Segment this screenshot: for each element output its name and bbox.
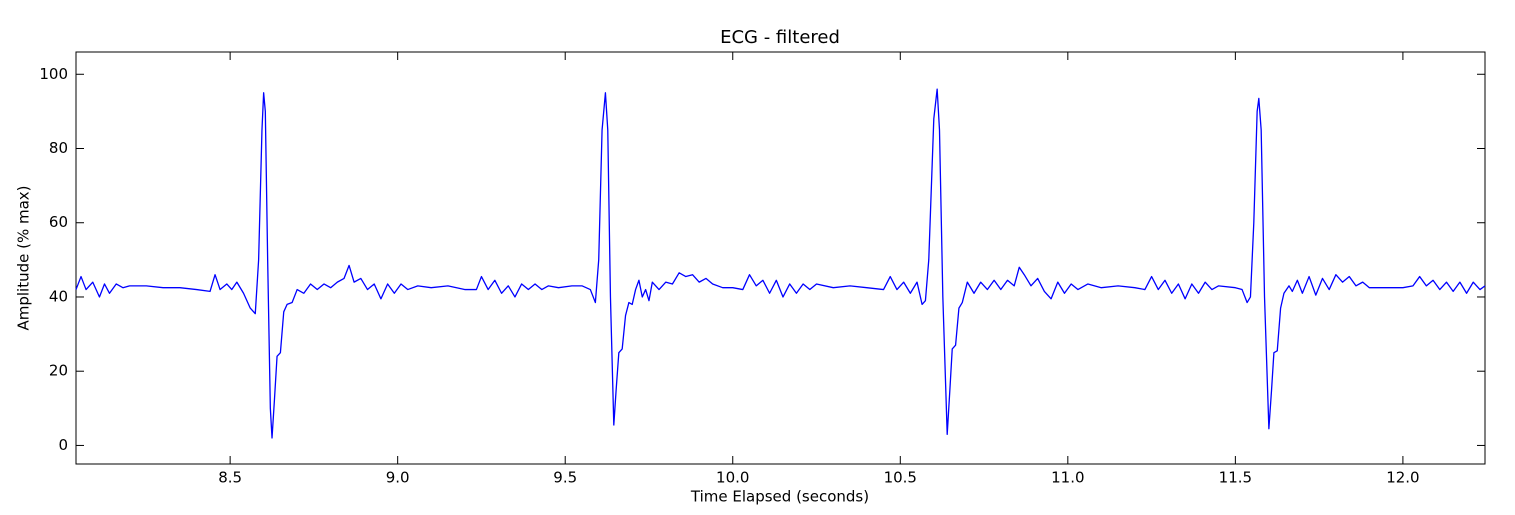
y-tick-label: 0	[58, 436, 68, 454]
x-tick-label: 12.0	[1386, 469, 1419, 487]
y-axis-label: Amplitude (% max)	[15, 185, 33, 330]
x-tick-label: 9.0	[386, 469, 410, 487]
ecg-line	[75, 88, 1486, 439]
y-tick-label: 60	[49, 213, 68, 231]
x-tick-label: 10.5	[884, 469, 917, 487]
y-tick-label: 40	[49, 287, 68, 305]
x-tick-label: 11.0	[1051, 469, 1084, 487]
y-tick-label: 20	[49, 362, 68, 380]
x-tick-label: 10.0	[716, 469, 749, 487]
x-tick-label: 9.5	[553, 469, 577, 487]
y-tick-label: 100	[39, 65, 68, 83]
plot-frame	[75, 51, 1486, 465]
x-axis-label: Time Elapsed (seconds)	[690, 488, 869, 506]
x-tick-label: 11.5	[1219, 469, 1252, 487]
y-tick-label: 80	[49, 139, 68, 157]
x-tick-label: 8.5	[218, 469, 242, 487]
chart-title: ECG - filtered	[720, 27, 840, 48]
